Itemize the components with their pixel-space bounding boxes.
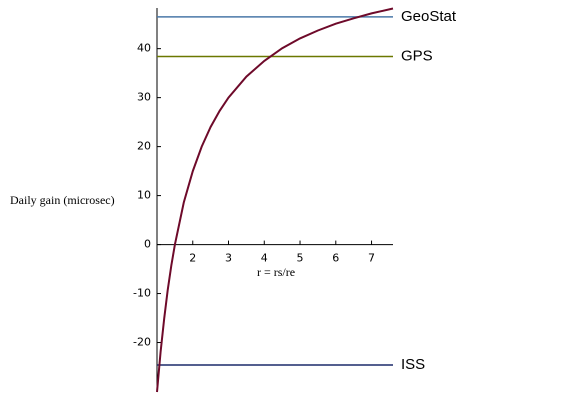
curve [156,7,394,393]
x-tick-label: 3 [225,252,232,265]
x-tick-label: 6 [332,252,339,265]
reference-label: ISS [401,356,425,373]
y-axis-label: Daily gain (microsec) [10,193,115,207]
y-tick-label: 0 [144,238,151,251]
reference-label: GeoStat [401,8,457,25]
x-axis-label: r = rs/re [257,265,295,279]
y-tick-label: 40 [137,42,151,55]
y-tick-label: -20 [133,336,151,349]
y-tick-label: 30 [137,91,151,104]
x-tick-label: 2 [189,252,196,265]
reference-label: GPS [401,47,433,64]
x-tick-label: 5 [297,252,304,265]
y-tick-label: 20 [137,140,151,153]
y-tick-label: 10 [137,189,151,202]
x-tick-label: 7 [368,252,375,265]
x-tick-label: 4 [261,252,268,265]
y-tick-label: -10 [133,287,151,300]
